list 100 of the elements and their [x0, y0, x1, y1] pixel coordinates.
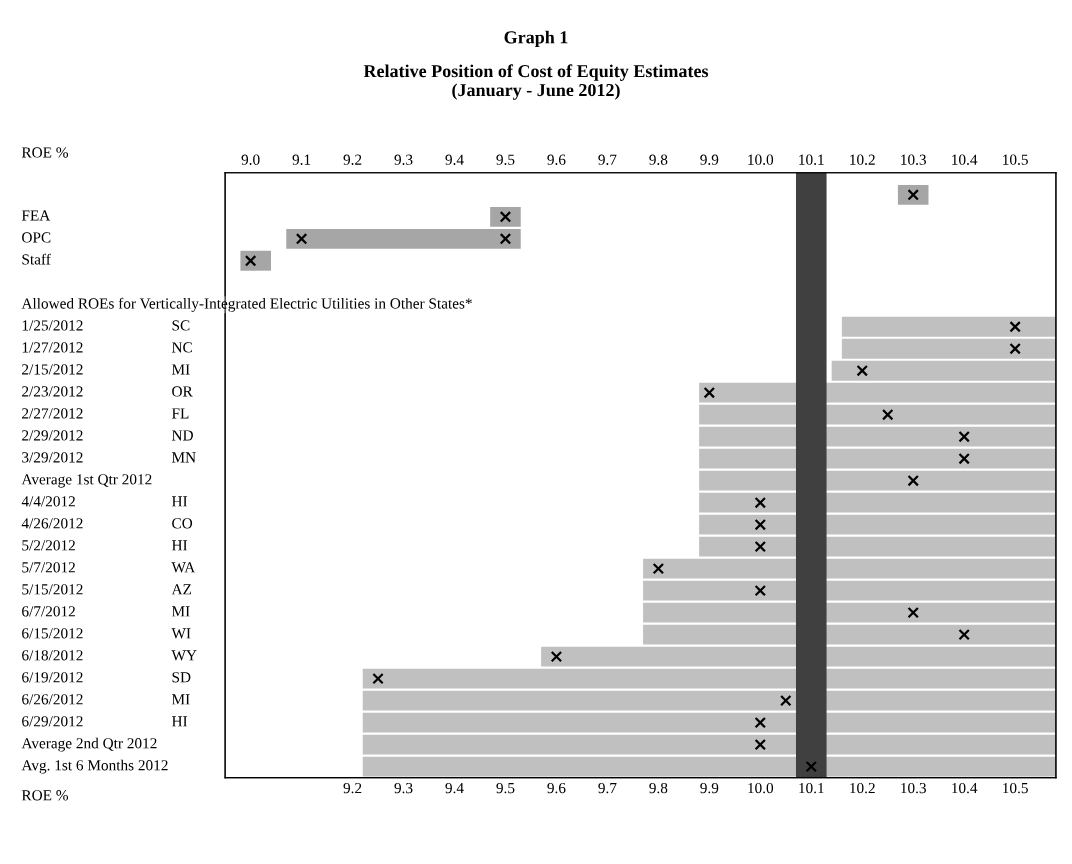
y2-tick-label: FL	[171, 408, 189, 419]
x2-tick-label: 10.5	[1003, 154, 1028, 165]
bar	[699, 426, 1056, 447]
x2-tick-label: 10.3	[901, 154, 926, 165]
y2-tick-label: MI	[171, 606, 190, 617]
y-tick-label: Avg. 1st 6 Months 2012	[21, 759, 168, 774]
bar	[541, 646, 1056, 667]
bar	[831, 360, 1056, 381]
y-tick-label: 3/29/2012	[22, 452, 83, 463]
bar	[699, 536, 1056, 557]
point	[372, 672, 384, 685]
y-tick-label: 4/4/2012	[21, 496, 75, 507]
point	[754, 738, 767, 751]
y-tick-label: 1/25/2012	[22, 320, 83, 331]
bar	[897, 184, 929, 205]
point	[907, 474, 919, 487]
x-tick-label: 9.3	[394, 782, 413, 794]
y2-tick-label: MI	[171, 694, 190, 705]
bar	[699, 448, 1056, 469]
bar	[362, 756, 1056, 777]
x-tick-label: 10.5	[1003, 782, 1028, 794]
x-tick-label: 9.7	[598, 782, 617, 794]
point	[780, 694, 792, 707]
x2-tick-label: 10.1	[799, 154, 824, 165]
y-tick-label: 6/7/2012	[22, 606, 75, 617]
y2-tick-label: AZ	[171, 584, 192, 595]
x-tick-label: 10.2	[850, 782, 875, 794]
bar	[643, 624, 1056, 645]
bar	[699, 470, 1056, 491]
y-tick-label: 6/18/2012	[22, 650, 83, 661]
bar	[643, 580, 1056, 601]
x2-tick-label: 9.2	[343, 154, 362, 165]
y2-tick-label: HI	[171, 540, 188, 551]
bar	[240, 250, 271, 271]
x2-tick-label: 9.6	[547, 154, 566, 165]
y2-tick-label: CO	[172, 518, 193, 529]
x-tick-label: 10.4	[952, 782, 978, 794]
y-tick-label: Average 1st Qtr 2012	[21, 474, 152, 488]
point	[499, 233, 512, 245]
point	[856, 364, 868, 377]
chart-subtitle: Relative Position of Cost of Equity Estimates (January - June 2012)	[363, 64, 709, 100]
x-axis-title: ROE %	[21, 790, 69, 801]
x2-tick-label: 9.3	[394, 154, 413, 165]
x2-tick-label: 9.9	[700, 154, 719, 165]
bar	[362, 690, 1056, 711]
point	[754, 540, 767, 553]
x2-tick-label: 9.7	[598, 154, 617, 165]
y-tick-label: 1/27/2012	[22, 342, 83, 353]
point	[754, 584, 767, 597]
y2-tick-label: OR	[172, 386, 193, 397]
point	[754, 496, 767, 509]
x2-tick-label: 10.2	[850, 154, 875, 165]
x-tick-label: 9.9	[700, 782, 719, 794]
bar	[699, 382, 1056, 403]
y-tick-label: 2/29/2012	[22, 430, 83, 441]
y-tick-label: 6/19/2012	[22, 672, 83, 683]
bar	[699, 492, 1056, 513]
y2-tick-label: WY	[171, 650, 197, 661]
y-tick-label: 6/26/2012	[22, 694, 83, 705]
bar	[490, 206, 521, 227]
y-tick-label: 5/15/2012	[22, 584, 83, 595]
point	[907, 606, 919, 619]
chart-title: Graph 1	[504, 30, 568, 48]
bar	[362, 734, 1056, 755]
bar	[699, 404, 1056, 425]
bar	[286, 228, 521, 249]
x2-tick-label: 10.0	[748, 154, 774, 165]
point	[1009, 320, 1021, 333]
y2-tick-label: ND	[171, 430, 193, 441]
point	[754, 716, 767, 729]
y-tick-label: 5/7/2012	[22, 562, 75, 573]
y-tick-label: 2/15/2012	[22, 364, 83, 375]
y2-tick-label: MI	[171, 364, 190, 375]
x-tick-label: 9.2	[343, 782, 362, 794]
bar	[362, 668, 1056, 689]
x2-tick-label: 9.8	[649, 154, 668, 165]
y2-tick-label: WI	[171, 628, 191, 639]
point	[958, 452, 970, 465]
x2-axis-title: ROE %	[21, 147, 69, 158]
y-tick-label: OPC	[22, 232, 51, 243]
y2-tick-label: MN	[171, 452, 196, 463]
point	[958, 628, 970, 641]
point	[703, 386, 716, 399]
y2-tick-label: HI	[171, 496, 188, 507]
x2-tick-label: 9.1	[292, 154, 311, 165]
y-tick-label: FEA	[21, 210, 51, 221]
x-tick-label: 9.4	[445, 782, 464, 794]
bar	[841, 316, 1056, 337]
y-tick-label: 6/29/2012	[22, 716, 83, 727]
y-tick-label: 2/27/2012	[22, 408, 83, 419]
y2-tick-label: NC	[171, 342, 192, 353]
bar	[362, 712, 1056, 733]
y-tick-label: 5/2/2012	[22, 540, 75, 551]
y2-tick-label: HI	[171, 716, 188, 727]
point	[1009, 342, 1021, 355]
y-tick-label: 6/15/2012	[22, 628, 83, 639]
bar	[643, 558, 1056, 579]
bar	[699, 514, 1056, 535]
point	[550, 650, 563, 663]
x-tick-label: 10.1	[799, 782, 824, 794]
